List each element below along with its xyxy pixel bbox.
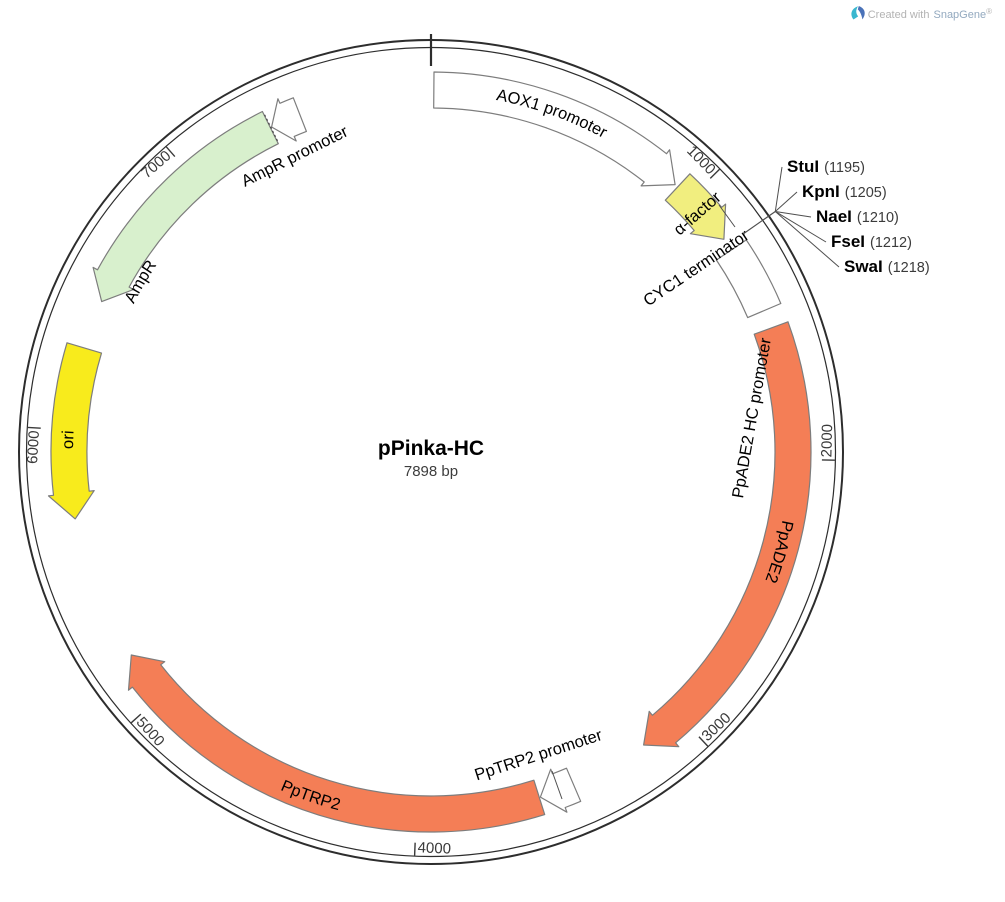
tick-1000 xyxy=(709,168,721,179)
watermark-brand: SnapGene xyxy=(933,9,986,21)
enzyme-leader-NaeI xyxy=(775,210,812,218)
enzyme-name: KpnI xyxy=(802,182,840,201)
tick-5000 xyxy=(130,713,142,724)
enzyme-name: FseI xyxy=(831,232,865,251)
feature-label-pptrp2-promoter: PpTRP2 promoter xyxy=(472,726,605,784)
label-leader-line xyxy=(551,770,563,800)
feature-ori xyxy=(47,342,103,520)
tick-label-6000: 6000 xyxy=(24,430,43,464)
tick-label-1000: 1000 xyxy=(683,142,718,178)
feature-label-text-ori: ori xyxy=(59,430,78,449)
feature-label-ppade2-hc-promoter: PpADE2 HC promoter xyxy=(729,336,775,499)
enzyme-position: (1210) xyxy=(857,210,899,226)
plasmid-name: pPinka-HC xyxy=(378,437,484,460)
enzyme-leader-SwaI xyxy=(774,211,840,268)
enzyme-position: (1218) xyxy=(888,260,930,276)
plasmid-size: 7898 bp xyxy=(404,463,458,480)
features xyxy=(47,71,812,833)
enzyme-name: StuI xyxy=(787,157,819,176)
tick-6000 xyxy=(27,426,41,429)
tick-label-2000: 2000 xyxy=(818,424,836,458)
tick-4000 xyxy=(413,842,416,856)
enzyme-label-StuI: StuI (1195) xyxy=(787,157,865,176)
enzyme-leader-StuI xyxy=(774,166,783,212)
feature-ppade2 xyxy=(643,321,812,748)
enzyme-leader-KpnI xyxy=(774,191,798,212)
watermark-registered: ® xyxy=(986,7,992,16)
feature-aox1-promoter xyxy=(433,71,676,187)
feature-ampr-promoter xyxy=(271,97,307,142)
enzyme-leader-FseI xyxy=(775,211,827,243)
enzyme-label-SwaI: SwaI (1218) xyxy=(844,257,930,276)
enzyme-label-KpnI: KpnI (1205) xyxy=(802,182,887,201)
label-leader-line xyxy=(718,204,736,228)
feature-pptrp2-promoter xyxy=(539,767,582,813)
enzyme-position: (1212) xyxy=(870,235,912,251)
enzyme-name: SwaI xyxy=(844,257,883,276)
feature-label-ori: ori xyxy=(59,430,78,449)
ampr-junction-dashed-line xyxy=(263,113,278,142)
feature-pptrp2 xyxy=(127,654,546,833)
enzyme-position: (1195) xyxy=(824,160,865,176)
enzyme-label-NaeI: NaeI (1210) xyxy=(816,207,899,226)
plasmid-center-label: pPinka-HC 7898 bp xyxy=(378,437,484,480)
feature-alpha-factor xyxy=(664,173,727,240)
tick-7000 xyxy=(165,146,176,158)
enzyme-position: (1205) xyxy=(845,185,887,201)
feature-cyc1-terminator xyxy=(715,239,782,319)
snapgene-logo-icon xyxy=(851,6,865,20)
watermark-text: Created with SnapGene® xyxy=(868,7,992,21)
enzyme-label-FseI: FseI (1212) xyxy=(831,232,912,251)
restriction-sites: StuI (1195) KpnI (1205) NaeI (1210) FseI (1212)… xyxy=(743,157,930,276)
enzyme-name: NaeI xyxy=(816,207,852,226)
feature-ampr xyxy=(92,110,279,303)
tick-label-4000: 4000 xyxy=(417,839,451,857)
tick-3000 xyxy=(698,736,709,747)
enzyme-site-tick xyxy=(743,210,776,234)
watermark: Created with SnapGene® xyxy=(851,6,992,21)
watermark-created-with: Created with xyxy=(868,9,930,21)
